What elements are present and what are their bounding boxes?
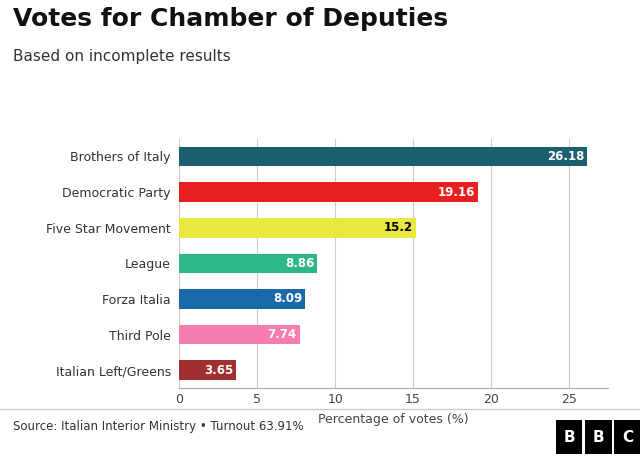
Text: 7.74: 7.74 [268,328,297,341]
Bar [179,146,588,166]
Text: Votes for Chamber of Deputies: Votes for Chamber of Deputies [13,7,448,31]
Text: 3.65: 3.65 [204,364,233,377]
Text: B: B [593,430,604,444]
Bar [179,254,317,273]
Text: 8.86: 8.86 [285,257,314,270]
Text: 26.18: 26.18 [547,150,584,163]
Bar [179,325,300,345]
X-axis label: Percentage of votes (%): Percentage of votes (%) [318,413,469,426]
Text: 19.16: 19.16 [438,186,475,199]
Text: Based on incomplete results: Based on incomplete results [13,49,230,63]
Bar [179,182,478,202]
Text: B: B [563,430,575,444]
Text: Source: Italian Interior Ministry • Turnout 63.91%: Source: Italian Interior Ministry • Turn… [13,420,303,433]
Text: 8.09: 8.09 [273,292,302,305]
Text: C: C [622,430,634,444]
Text: 15.2: 15.2 [384,221,413,234]
Bar [179,289,305,309]
Bar [179,360,236,380]
Bar [179,218,416,237]
